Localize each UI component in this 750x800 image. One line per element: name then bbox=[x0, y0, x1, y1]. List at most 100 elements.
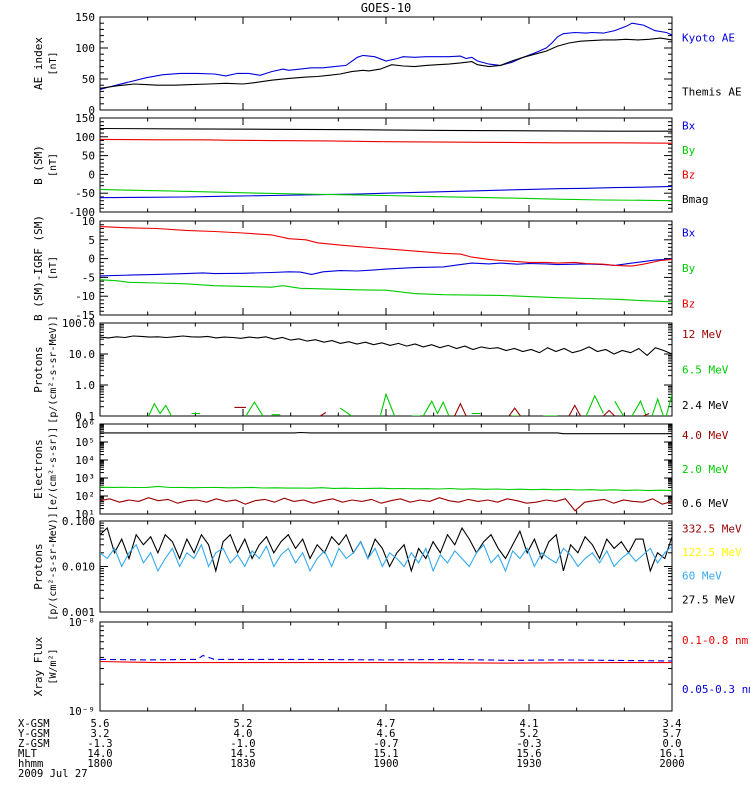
legend-0.05-0.3-nm: 0.05-0.3 nm bbox=[682, 683, 750, 696]
y-tick-label: 0 bbox=[88, 253, 95, 266]
panel-box bbox=[99, 16, 673, 111]
legend-0.6-mev: 0.6 MeV bbox=[682, 497, 729, 510]
series-6.5-mev bbox=[339, 407, 353, 416]
legend-122.5-mev: 122.5 MeV bbox=[682, 546, 742, 559]
y-tick-label: 10⁻⁹ bbox=[69, 705, 96, 718]
series-2.4-mev bbox=[100, 335, 672, 357]
y-axis-units: [p/(cm²-s-sr-MeV)] bbox=[48, 315, 59, 423]
footer-value: 4.6 bbox=[377, 728, 396, 740]
footer-value: 4.7 bbox=[377, 718, 396, 730]
legend-332.5-mev: 332.5 MeV bbox=[682, 522, 742, 535]
series-6.5-mev bbox=[665, 394, 672, 416]
legend-27.5-mev: 27.5 MeV bbox=[682, 593, 735, 606]
footer-value: -1.3 bbox=[87, 738, 112, 750]
y-tick-label: 10³ bbox=[75, 472, 95, 485]
footer-value: 4.0 bbox=[234, 728, 253, 740]
footer-value: 3.4 bbox=[663, 718, 682, 730]
series-6.5-mev bbox=[379, 392, 396, 416]
series-12-mev bbox=[454, 402, 467, 416]
y-tick-label: 10² bbox=[75, 490, 95, 503]
y-tick-label: 10⁶ bbox=[75, 418, 95, 431]
series-6.5-mev bbox=[614, 400, 624, 416]
legend-2.4-mev: 2.4 MeV bbox=[682, 399, 729, 412]
legend-12-mev: 12 MeV bbox=[682, 328, 722, 341]
panel-3: -15 -10 -5 0 5 10 Bx By Bz B (SM)-IGRF (SM) [nT] bbox=[32, 215, 696, 322]
series-12-mev bbox=[319, 412, 327, 416]
footer-value: 14.5 bbox=[230, 748, 255, 760]
series-bmag bbox=[100, 127, 672, 132]
panel-2: -100 -50 0 50 100 150 Bx By Bz Bmag B (SM) [nT] bbox=[32, 112, 709, 219]
series-12-mev bbox=[568, 404, 581, 416]
footer-value: 5.2 bbox=[234, 718, 253, 730]
legend-0.1-0.8-nm: 0.1-0.8 nm bbox=[682, 634, 749, 647]
series-12-mev bbox=[643, 412, 650, 416]
panel-1: 0 50 100 150 Kyoto AE Themis AE AE index [nT] bbox=[32, 11, 742, 117]
series-12-mev bbox=[603, 409, 616, 416]
series-6.5-mev bbox=[148, 402, 172, 416]
y-tick-label: 10¹ bbox=[75, 508, 95, 521]
y-tick-label: -100 bbox=[69, 206, 96, 219]
panel-5: 10¹ 10² 10³ 10⁴ 10⁵ 10⁶ 4.0 MeV 2.0 MeV 0.6 MeV E… bbox=[32, 418, 729, 521]
footer-value: 1800 bbox=[87, 758, 112, 770]
y-tick-label: 0 bbox=[88, 104, 95, 117]
series-bx bbox=[100, 185, 672, 199]
series-by bbox=[100, 188, 672, 202]
y-axis-units: [nT] bbox=[48, 51, 59, 75]
series-bz bbox=[100, 138, 672, 144]
legend-bx: Bx bbox=[682, 226, 696, 239]
series-60-mev bbox=[100, 540, 672, 573]
y-tick-label: 150 bbox=[75, 11, 95, 24]
series-6.5-mev bbox=[585, 394, 604, 416]
footer-row-label-hhmm: hhmm bbox=[18, 758, 43, 770]
y-axis-title: Protons bbox=[32, 346, 45, 392]
footer-row-label-x-gsm: X-GSM bbox=[18, 718, 50, 730]
y-tick-label: 150 bbox=[75, 112, 95, 125]
footer-value: 5.7 bbox=[663, 728, 682, 740]
y-tick-label: -15 bbox=[75, 309, 95, 322]
panel-4: 0.1 1.0 10.0 100.0 12 MeV 6.5 MeV 2.4 MeV Proto… bbox=[32, 315, 729, 423]
series-0.05-0.3-nm bbox=[100, 654, 672, 662]
panel-7: 10⁻⁹ 10⁻⁸ 0.1-0.8 nm 0.05-0.3 nm Xray Flux [W… bbox=[32, 616, 750, 718]
panel-box bbox=[99, 117, 673, 213]
y-tick-label: 0 bbox=[88, 168, 95, 181]
series-kyoto-ae bbox=[100, 22, 672, 91]
panel-6: 0.001 0.010 0.100 332.5 MeV 122.5 MeV 60 MeV 2… bbox=[32, 512, 742, 620]
y-tick-label: 10.0 bbox=[69, 348, 96, 361]
legend-by: By bbox=[682, 262, 696, 275]
footer-value: 0.0 bbox=[663, 738, 682, 750]
y-axis-units: [e/(cm²-s-sr)] bbox=[48, 427, 59, 511]
footer-value: 3.2 bbox=[91, 728, 110, 740]
panel-box bbox=[99, 322, 673, 417]
y-axis-units: [nT] bbox=[48, 256, 59, 280]
y-axis-units: [W/m²] bbox=[48, 648, 59, 684]
y-tick-label: 10 bbox=[82, 215, 95, 228]
legend-by: By bbox=[682, 144, 696, 157]
y-axis-title: Electrons bbox=[32, 439, 45, 499]
y-axis-title: Xray Flux bbox=[32, 636, 45, 696]
panel-box bbox=[99, 220, 673, 316]
footer-value: 16.1 bbox=[659, 748, 684, 760]
footer-value: -0.7 bbox=[373, 738, 398, 750]
series-0.6-mev bbox=[100, 431, 672, 435]
legend-6.5-mev: 6.5 MeV bbox=[682, 364, 729, 377]
y-axis-title: B (SM) bbox=[32, 145, 45, 185]
footer-date: 2009 Jul 27 bbox=[18, 768, 88, 780]
footer-value: -1.0 bbox=[230, 738, 255, 750]
series-27.5-mev bbox=[100, 526, 672, 574]
y-tick-label: 1.0 bbox=[75, 379, 95, 392]
y-axis-units: [p/(cm²-s-sr-MeV)] bbox=[48, 512, 59, 620]
y-tick-label: 100.0 bbox=[62, 317, 95, 330]
y-axis-title: AE index bbox=[32, 37, 45, 90]
y-tick-label: 100 bbox=[75, 131, 95, 144]
y-tick-label: 100 bbox=[75, 42, 95, 55]
y-tick-label: 50 bbox=[82, 150, 95, 163]
series-2.0-mev bbox=[100, 485, 672, 492]
panel-box bbox=[99, 520, 673, 613]
legend-60-mev: 60 MeV bbox=[682, 570, 722, 583]
chart-title: GOES-10 bbox=[361, 1, 412, 15]
series-by bbox=[100, 279, 672, 303]
legend-bz: Bz bbox=[682, 168, 695, 181]
footer-row-label-mlt: MLT bbox=[18, 748, 38, 760]
y-tick-label: 10⁴ bbox=[75, 454, 95, 467]
